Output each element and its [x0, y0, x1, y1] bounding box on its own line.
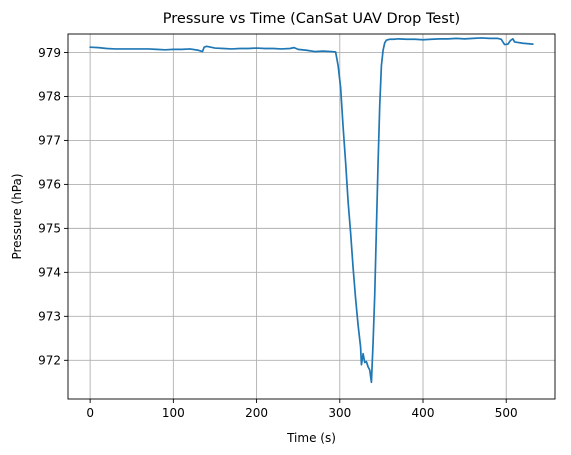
y-tick-label: 978 — [38, 90, 61, 104]
y-tick-label: 972 — [38, 354, 61, 368]
y-tick-label: 977 — [38, 134, 61, 148]
x-tick-label: 400 — [412, 406, 435, 420]
y-tick-label: 975 — [38, 222, 61, 236]
y-axis-label: Pressure (hPa) — [10, 173, 24, 259]
y-tick-label: 973 — [38, 310, 61, 324]
x-tick-label: 500 — [495, 406, 518, 420]
x-tick-label: 100 — [162, 406, 185, 420]
x-axis-label: Time (s) — [286, 431, 336, 445]
y-tick-label: 979 — [38, 46, 61, 60]
series-layer — [89, 37, 534, 384]
grid — [68, 34, 555, 399]
x-tick-label: 300 — [328, 406, 351, 420]
y-tick-label: 974 — [38, 266, 61, 280]
ticks: 0 100 200 300 400 500 972 973 974 975 976 977 978 979 — [38, 46, 518, 420]
pressure-series-line — [89, 37, 534, 384]
y-tick-label: 976 — [38, 178, 61, 192]
x-tick-label: 0 — [86, 406, 94, 420]
plot-frame — [67, 33, 556, 400]
chart-title: Pressure vs Time (CanSat UAV Drop Test) — [163, 11, 460, 27]
x-tick-label: 200 — [245, 406, 268, 420]
